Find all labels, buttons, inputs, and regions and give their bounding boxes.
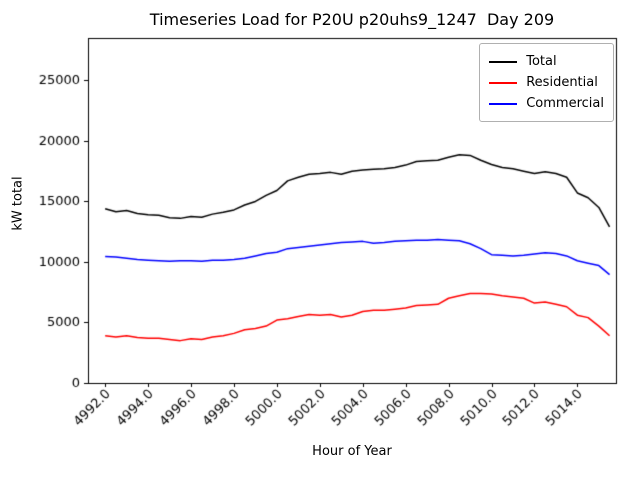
legend-line-residential (489, 81, 518, 84)
legend-entry-residential: Residential (489, 72, 604, 93)
chart-title: Timeseries Load for P20U p20uhs9_1247 Da… (149, 10, 555, 29)
legend-label-total: Total (526, 54, 557, 69)
legend-label-residential: Residential (526, 75, 598, 90)
legend-line-commercial (489, 102, 518, 105)
legend: Total Residential Commercial (479, 43, 614, 122)
y-axis-label: kW total (10, 176, 26, 231)
legend-line-total (489, 60, 518, 63)
legend-label-commercial: Commercial (526, 96, 604, 111)
x-axis-label: Hour of Year (312, 444, 392, 459)
legend-entry-total: Total (489, 51, 604, 72)
legend-entry-commercial: Commercial (489, 93, 604, 114)
